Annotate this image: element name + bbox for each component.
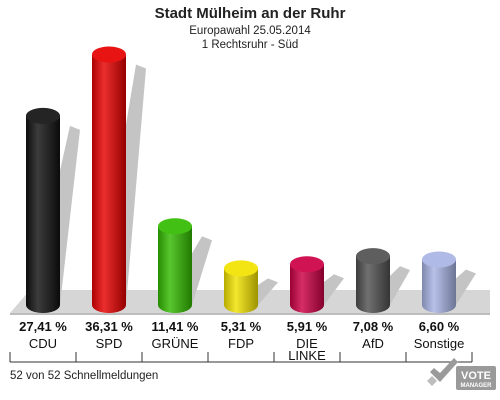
bar-fdp	[224, 268, 258, 313]
bar-top-afd	[356, 248, 390, 265]
category-label-spd: SPD	[96, 336, 123, 351]
value-label-cdu: 27,41 %	[19, 319, 67, 334]
bar-spd	[92, 54, 126, 313]
bar-sonstige	[422, 259, 456, 313]
bar-grüne	[158, 226, 192, 313]
value-label-grüne: 11,41 %	[152, 319, 199, 334]
checkmark-ballot-icon	[430, 358, 458, 382]
chart-title: Stadt Mülheim an der Ruhr	[155, 5, 346, 22]
logo-plate	[456, 366, 496, 390]
bar-top-die-linke	[290, 256, 324, 273]
bar-top-sonstige	[422, 251, 456, 268]
bar-cdu	[26, 115, 60, 313]
chart-subtitle-district: 1 Rechtsruhr - Süd	[202, 39, 299, 51]
category-label-sonstige: Sonstige	[414, 336, 465, 351]
value-label-spd: 36,31 %	[85, 319, 133, 334]
category-label-grüne: GRÜNE	[152, 336, 199, 351]
report-status: 52 von 52 Schnellmeldungen	[10, 370, 158, 382]
chart-subtitle-date: Europawahl 25.05.2014	[189, 25, 311, 37]
value-label-fdp: 5,31 %	[221, 319, 262, 334]
bar-top-fdp	[224, 260, 258, 277]
bar-top-grüne	[158, 218, 192, 235]
chart-floor-edge	[10, 313, 490, 315]
value-label-die-linke: 5,91 %	[287, 319, 328, 334]
bar-top-cdu	[26, 107, 60, 124]
logo-vote-text: VOTE	[461, 370, 491, 382]
category-label-cdu: CDU	[29, 336, 57, 351]
bar-die-linke	[290, 264, 324, 313]
category-label-fdp: FDP	[228, 336, 254, 351]
value-labels-group: 27,41 % 36,31 % 11,41 % 5,31 % 5,91 % 7,08 % 6…	[19, 319, 460, 334]
logo-manager-text: MANAGER	[461, 383, 493, 389]
bar-top-spd	[92, 46, 126, 63]
value-label-afd: 7,08 %	[353, 319, 394, 334]
value-label-sonstige: 6,60 %	[419, 319, 460, 334]
category-label-die-linke-1: DIE	[296, 336, 318, 351]
bar-afd	[356, 256, 390, 313]
logo-cross-icon	[427, 376, 437, 386]
category-label-afd: AfD	[362, 336, 384, 351]
x-axis	[9, 352, 473, 363]
vote-manager-logo: VOTE MANAGER	[427, 358, 496, 390]
category-label-die-linke-2: LINKE	[288, 348, 326, 363]
bars-group	[26, 46, 476, 313]
